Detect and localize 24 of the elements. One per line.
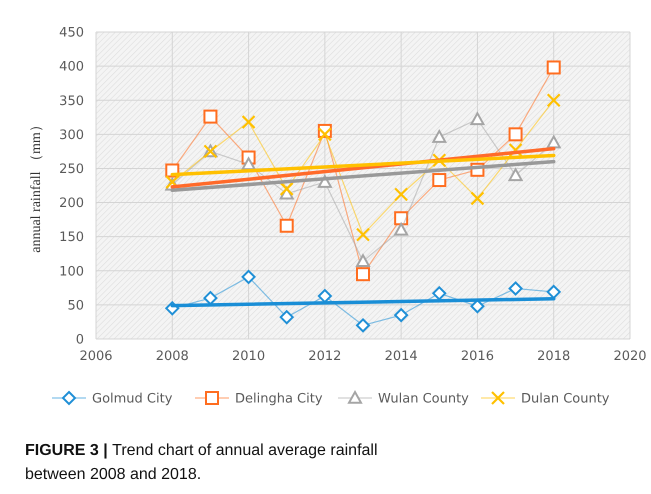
x-tick-label: 2014	[384, 349, 418, 364]
legend-label: Delingha City	[235, 392, 323, 407]
y-tick-label: 450	[59, 26, 84, 41]
x-tick-label: 2012	[308, 349, 342, 364]
y-tick-label: 100	[59, 264, 84, 280]
x-tick-label: 2018	[537, 349, 570, 364]
y-tick-label: 200	[59, 196, 84, 212]
y-tick-label: 300	[59, 128, 84, 143]
y-tick-label: 250	[59, 162, 84, 177]
y-tick-label: 0	[76, 332, 84, 348]
x-tick-label: 2008	[156, 349, 189, 364]
legend-label: Golmud City	[92, 392, 173, 407]
y-tick-label: 400	[59, 60, 84, 75]
y-tick-label: 50	[67, 298, 84, 314]
x-tick-label: 2020	[613, 349, 647, 364]
y-tick-label: 350	[59, 94, 84, 109]
x-tick-label: 2016	[460, 349, 494, 364]
text: FIGURE 3 | Trend chart of annual average rainfall between 2008 and 2018.	[25, 442, 378, 483]
legend-label: Dulan County	[521, 392, 610, 407]
x-tick-label: 2006	[79, 349, 113, 364]
x-tick-label: 2010	[232, 349, 266, 364]
y-tick-label: 150	[59, 230, 84, 246]
legend-label: Wulan County	[378, 392, 470, 407]
y-axis-title: annual rainfall （mm）	[29, 118, 44, 253]
